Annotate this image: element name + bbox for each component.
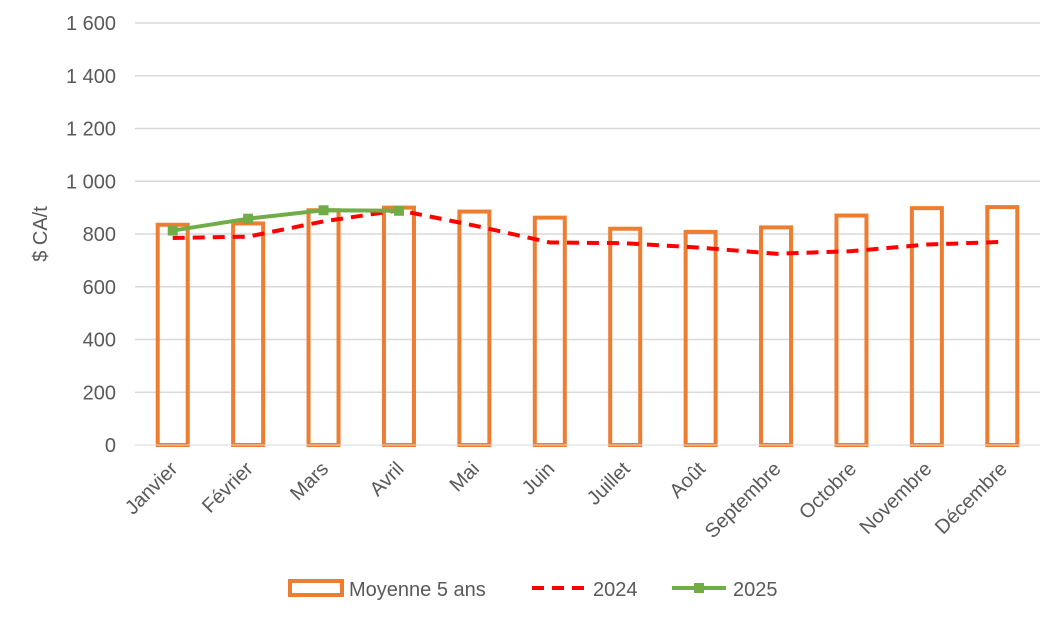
- x-tick-labels: Janvier Février Mars Avril Mai Juin Juillet Aoû…: [121, 458, 1012, 543]
- bar-moyenne-5-ans: [381, 205, 416, 447]
- x-tick-label: Août: [666, 458, 711, 503]
- bar-moyenne-5-ans: [457, 209, 492, 447]
- legend-marker-2025: [694, 583, 704, 593]
- bar-moyenne-5-ans: [759, 225, 794, 447]
- y-tick-label: 600: [83, 277, 116, 299]
- legend-label-2024: 2024: [593, 579, 638, 601]
- x-tick-label: Juin: [518, 458, 560, 500]
- legend-label-2025: 2025: [733, 579, 778, 601]
- x-tick-label: Septembre: [701, 458, 786, 543]
- bar-moyenne-5-ans: [231, 221, 266, 447]
- x-tick-label: Décembre: [931, 458, 1012, 539]
- legend-swatch-moyenne: [288, 579, 344, 597]
- marker-2025: [318, 205, 329, 216]
- line-series: [167, 205, 1003, 256]
- y-tick-label: 200: [83, 382, 116, 404]
- y-tick-label: 800: [83, 224, 116, 246]
- bar-moyenne-5-ans: [532, 215, 567, 447]
- gridlines: [135, 22, 1040, 393]
- x-tick-label: Février: [198, 458, 258, 518]
- bar-moyenne-5-ans: [155, 222, 190, 447]
- legend-item-2025: 2025: [672, 579, 778, 601]
- legend-item-2024: 2024: [532, 579, 638, 601]
- bar-moyenne-5-ans: [306, 208, 341, 447]
- x-tick-label: Avril: [366, 458, 409, 501]
- x-tick-label: Octobre: [795, 458, 861, 524]
- y-tick-label: 1 600: [66, 13, 116, 35]
- marker-2025: [167, 225, 178, 236]
- y-tick-label: 0: [105, 435, 116, 457]
- marker-2025: [243, 213, 254, 224]
- y-axis-title: $ CA/t: [30, 206, 52, 262]
- line-2024: [172, 208, 1003, 256]
- bar-moyenne-5-ans: [683, 229, 718, 447]
- x-tick-label: Janvier: [121, 458, 182, 519]
- legend: Moyenne 5 ans 2024 2025: [288, 579, 778, 601]
- x-tick-label: Novembre: [856, 458, 937, 539]
- line-2025: [172, 208, 399, 233]
- x-tick-label: Juillet: [583, 458, 635, 510]
- x-tick-label: Mai: [446, 458, 484, 496]
- bar-moyenne-5-ans: [608, 226, 643, 447]
- y-tick-label: 1 200: [66, 119, 116, 141]
- y-tick-labels: 0 200 400 600 800 1 000 1 200 1 400 1 600: [66, 13, 116, 457]
- legend-item-moyenne: Moyenne 5 ans: [288, 579, 486, 601]
- y-tick-label: 400: [83, 330, 116, 352]
- x-tick-label: Mars: [286, 458, 333, 505]
- y-tick-label: 1 400: [66, 66, 116, 88]
- legend-label-moyenne: Moyenne 5 ans: [349, 579, 486, 601]
- y-tick-label: 1 000: [66, 171, 116, 193]
- marker-2025: [393, 205, 404, 216]
